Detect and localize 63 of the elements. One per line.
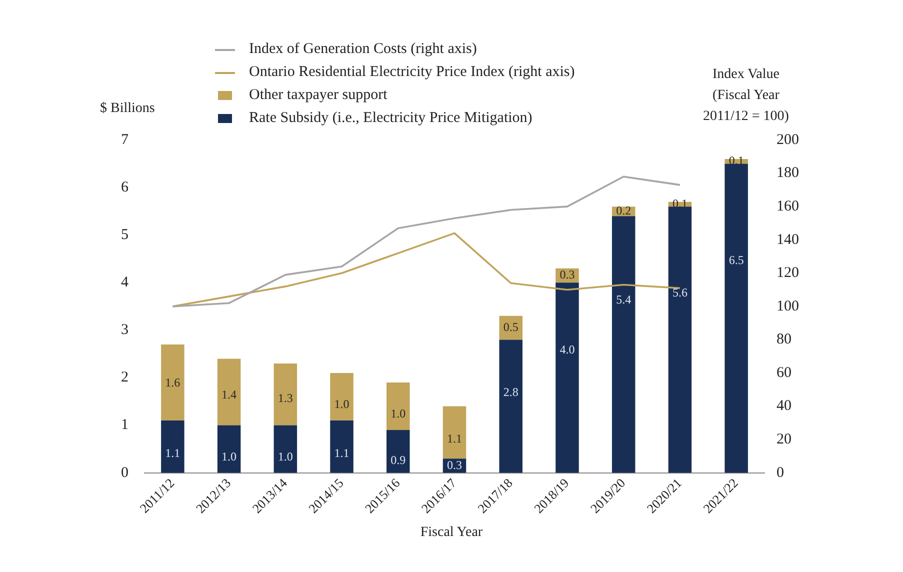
legend-label: Rate Subsidy (i.e., Electricity Price Mitigation) [249, 110, 532, 127]
bar [556, 282, 579, 473]
data-label: 5.6 [672, 285, 688, 300]
data-label: 1.0 [390, 406, 406, 421]
data-label: 0.3 [560, 268, 575, 282]
data-label: 1.0 [334, 397, 350, 412]
bar [217, 358, 241, 426]
y2-tick-label: 180 [776, 165, 799, 182]
y-tick-label: 5 [121, 227, 128, 244]
data-label: 1.3 [278, 391, 293, 406]
y-tick-label: 6 [121, 179, 129, 196]
y2-tick-label: 60 [776, 364, 792, 381]
x-axis-title: Fiscal Year [419, 524, 484, 542]
data-label: 0.2 [616, 203, 632, 218]
bar [386, 382, 410, 430]
bar [217, 425, 241, 473]
bar [668, 206, 692, 473]
data-label: 1.1 [165, 446, 180, 460]
bar [274, 363, 298, 426]
bar [499, 340, 522, 473]
y-tick-label: 1 [121, 417, 128, 434]
data-label: 2.8 [503, 385, 518, 400]
data-label: 1.4 [222, 388, 237, 402]
data-label: 4.0 [560, 342, 575, 356]
y2-tick-label: 200 [776, 132, 799, 148]
bar [724, 164, 748, 473]
bar [386, 430, 410, 473]
y-tick-label: 7 [121, 132, 129, 148]
bar [612, 216, 636, 473]
y2-axis-title: Index Value (Fiscal Year 2011/12 = 100) [702, 66, 790, 126]
y-tick-label: 4 [121, 274, 129, 291]
data-label: 1.0 [222, 449, 237, 464]
y2-tick-label: 160 [776, 198, 799, 215]
data-label: 0.9 [390, 452, 406, 467]
y-tick-label: 0 [121, 464, 128, 481]
bar [330, 372, 354, 421]
y2-tick-label: 0 [776, 464, 784, 481]
bar [274, 425, 298, 473]
data-label: 1.6 [165, 376, 180, 390]
data-label: 0.5 [503, 320, 518, 334]
y-tick-label: 3 [121, 322, 128, 338]
data-label: 1.1 [334, 446, 350, 460]
legend-label: Other taxpayer support [249, 87, 388, 104]
y2-tick-label: 40 [776, 398, 792, 414]
legend-label: Index of Generation Costs (right axis) [249, 41, 477, 58]
y2-tick-label: 80 [776, 332, 792, 348]
y-tick-label: 2 [121, 370, 128, 386]
bar [161, 344, 184, 421]
bar [161, 420, 184, 473]
y2-tick-label: 120 [776, 265, 799, 282]
bar [442, 406, 466, 459]
y2-tick-label: 20 [776, 431, 792, 448]
data-label: 1.1 [447, 432, 462, 446]
data-label: 5.4 [616, 292, 632, 306]
y2-tick-label: 140 [776, 232, 799, 248]
bar [499, 316, 522, 340]
data-label: 0.3 [447, 458, 462, 472]
y2-tick-label: 100 [776, 298, 799, 314]
data-label: 6.5 [728, 253, 744, 268]
data-label: 1.0 [278, 449, 293, 464]
legend-label: Ontario Residential Electricity Price Index (right axis) [249, 64, 575, 81]
y-axis-title: $ Billions [100, 100, 155, 118]
bar [330, 420, 354, 473]
